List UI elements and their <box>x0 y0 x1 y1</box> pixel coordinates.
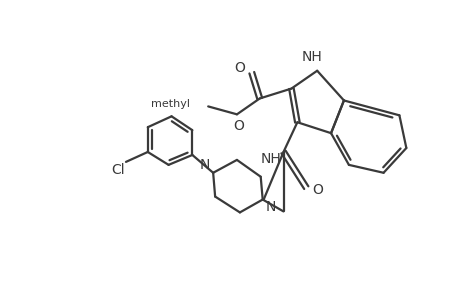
Text: NH: NH <box>301 50 322 64</box>
Text: methyl: methyl <box>151 99 190 110</box>
Text: NH: NH <box>260 152 280 166</box>
Text: N: N <box>265 200 275 214</box>
Text: Cl: Cl <box>111 163 124 177</box>
Text: N: N <box>200 158 210 172</box>
Text: O: O <box>233 119 244 133</box>
Text: O: O <box>234 61 245 75</box>
Text: O: O <box>312 183 323 196</box>
